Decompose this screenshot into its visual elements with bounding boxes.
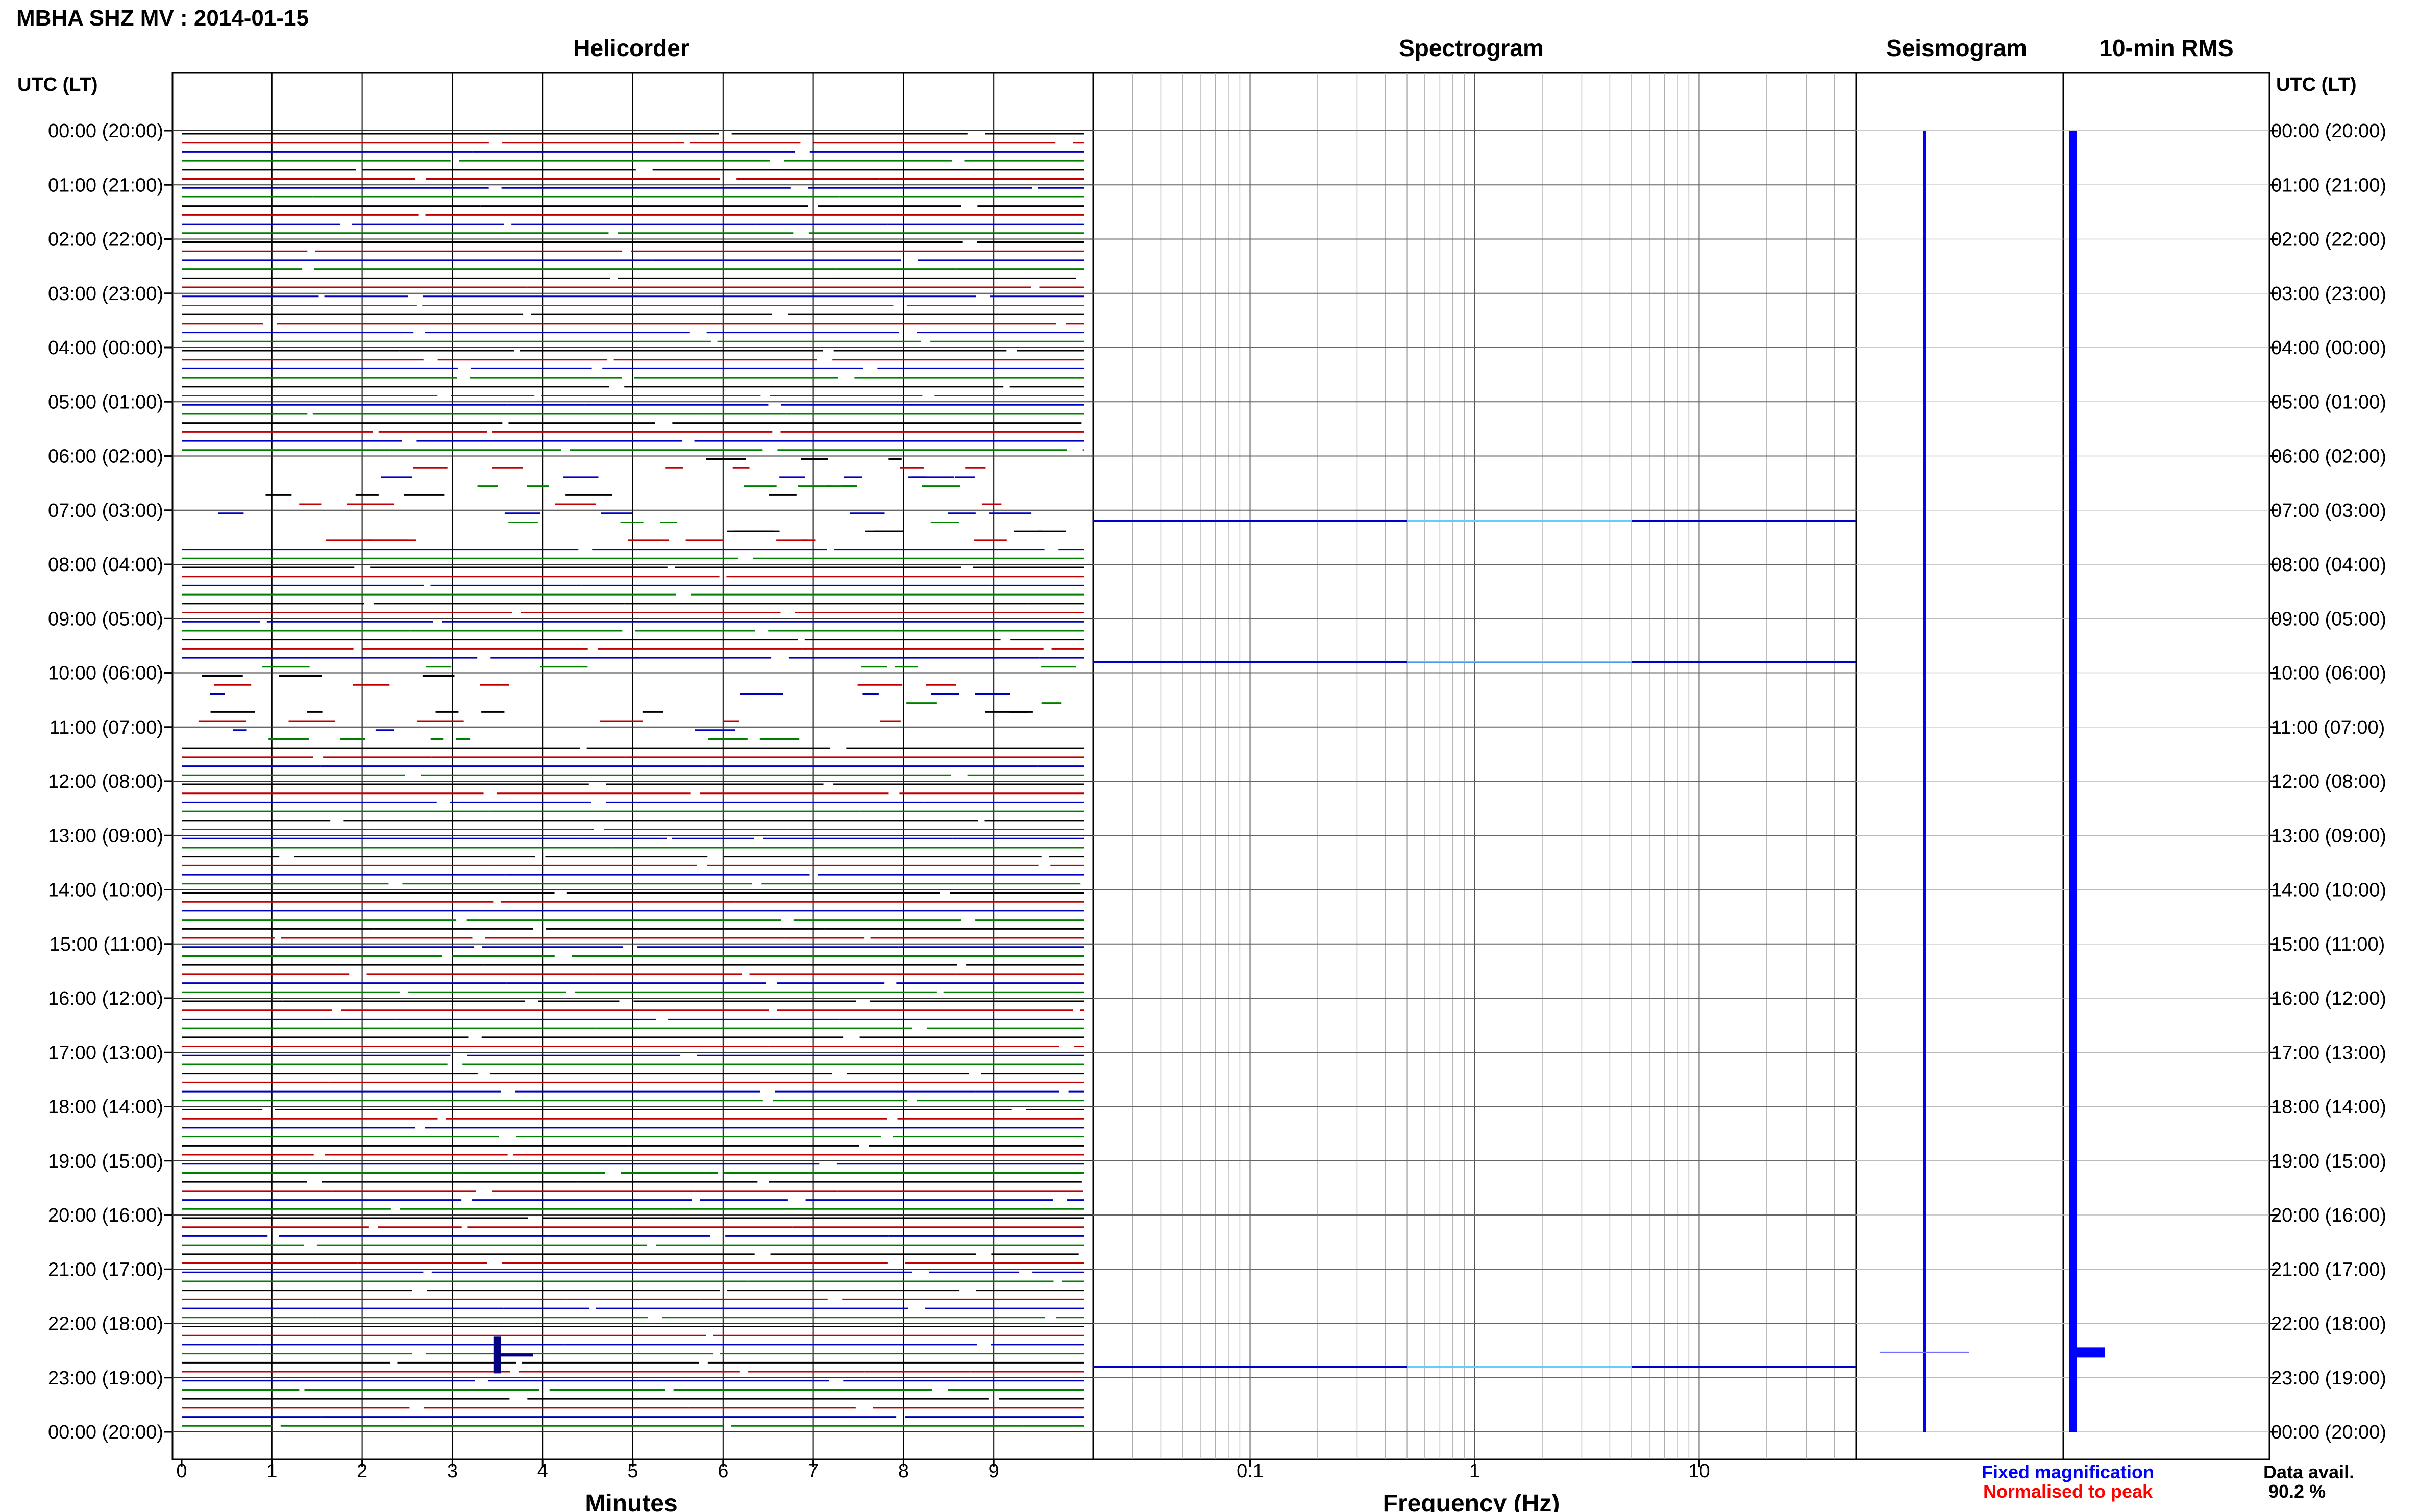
right-time-tick-label: 16:00 (12:00)	[2271, 988, 2386, 1009]
minute-tick-label: 9	[989, 1460, 999, 1482]
minute-tick-label: 2	[357, 1460, 367, 1482]
left-time-tick-label: 13:00 (09:00)	[48, 825, 163, 847]
rms-baseline-bar	[2069, 131, 2077, 1432]
seismogram-title: Seismogram	[1886, 35, 2027, 61]
left-time-tick-label: 06:00 (02:00)	[48, 446, 163, 467]
minute-tick-label: 5	[627, 1460, 638, 1482]
left-time-tick-label: 16:00 (12:00)	[48, 988, 163, 1009]
rms-title: 10-min RMS	[2099, 35, 2233, 61]
freq-tick-label: 10	[1688, 1460, 1710, 1482]
right-time-tick-label: 15:00 (11:00)	[2271, 934, 2385, 955]
left-time-tick-label: 09:00 (05:00)	[48, 608, 163, 630]
freq-tick-label: 1	[1469, 1460, 1480, 1482]
right-time-tick-label: 10:00 (06:00)	[2271, 663, 2386, 684]
left-time-tick-label: 17:00 (13:00)	[48, 1042, 163, 1063]
left-time-tick-label: 12:00 (08:00)	[48, 771, 163, 792]
minute-tick-label: 6	[718, 1460, 728, 1482]
spectrogram-x-label: Frequency (Hz)	[1383, 1490, 1560, 1512]
left-time-tick-label: 22:00 (18:00)	[48, 1313, 163, 1335]
left-time-tick-label: 01:00 (21:00)	[48, 175, 163, 196]
left-time-tick-label: 15:00 (11:00)	[50, 934, 163, 955]
freq-tick-label: 0.1	[1237, 1460, 1264, 1482]
legend-fixed-magnification: Fixed magnification	[1982, 1461, 2154, 1482]
minute-tick-label: 8	[898, 1460, 909, 1482]
helicorder-x-label: Minutes	[585, 1490, 677, 1512]
left-time-tick-labels: 00:00 (20:00) 01:00 (21:00) 02:00 (22:00) 0…	[48, 120, 163, 1443]
right-time-tick-label: 05:00 (01:00)	[2271, 391, 2386, 413]
right-time-tick-label: 00:00 (20:00)	[2271, 1422, 2386, 1443]
right-time-tick-label: 07:00 (03:00)	[2271, 500, 2386, 522]
data-availability-value: 90.2 %	[2268, 1481, 2326, 1502]
minute-tick-label: 0	[176, 1460, 187, 1482]
right-time-tick-label: 12:00 (08:00)	[2271, 771, 2386, 792]
minute-tick-label: 1	[266, 1460, 277, 1482]
right-time-axis-header: UTC (LT)	[2276, 74, 2357, 95]
left-time-tick-label: 14:00 (10:00)	[48, 880, 163, 901]
right-time-tick-label: 03:00 (23:00)	[2271, 283, 2386, 305]
left-time-tick-label: 19:00 (15:00)	[48, 1151, 163, 1172]
spectrogram-title: Spectrogram	[1399, 35, 1544, 61]
right-time-tick-label: 02:00 (22:00)	[2271, 229, 2386, 251]
left-time-tick-label: 07:00 (03:00)	[48, 500, 163, 522]
station-title: MBHA SHZ MV : 2014-01-15	[16, 6, 309, 31]
minute-tick-label: 7	[808, 1460, 819, 1482]
rms-frame	[2062, 72, 2270, 1460]
right-time-tick-label: 01:00 (21:00)	[2271, 175, 2386, 196]
left-time-tick-label: 04:00 (00:00)	[48, 337, 163, 359]
left-time-tick-label: 11:00 (07:00)	[50, 717, 163, 738]
left-time-tick-label: 00:00 (20:00)	[48, 120, 163, 142]
plot-area	[164, 72, 2278, 1460]
right-time-tick-label: 18:00 (14:00)	[2271, 1097, 2386, 1118]
data-availability-label: Data avail.	[2263, 1461, 2354, 1482]
minute-tick-label: 3	[447, 1460, 458, 1482]
left-time-tick-label: 20:00 (16:00)	[48, 1205, 163, 1226]
spectrogram-grid	[1132, 73, 1835, 1459]
right-time-tick-label: 09:00 (05:00)	[2271, 608, 2386, 630]
left-time-tick-label: 10:00 (06:00)	[48, 663, 163, 684]
left-time-tick-label: 02:00 (22:00)	[48, 229, 163, 251]
right-time-tick-label: 13:00 (09:00)	[2271, 825, 2386, 847]
right-time-tick-label: 19:00 (15:00)	[2271, 1151, 2386, 1172]
helicorder-traces	[182, 133, 1084, 1427]
right-time-tick-label: 14:00 (10:00)	[2271, 880, 2386, 901]
right-time-tick-label: 20:00 (16:00)	[2271, 1205, 2386, 1226]
rms-peak-bar	[2069, 1347, 2105, 1358]
right-time-tick-label: 04:00 (00:00)	[2271, 337, 2386, 359]
left-time-axis-header: UTC (LT)	[17, 74, 98, 95]
right-time-tick-label: 22:00 (18:00)	[2271, 1313, 2386, 1335]
right-time-tick-labels: 00:00 (20:00) 01:00 (21:00) 02:00 (22:00) 0…	[2271, 120, 2386, 1443]
helicorder-event	[493, 1336, 533, 1374]
left-time-tick-label: 03:00 (23:00)	[48, 283, 163, 305]
left-time-tick-label: 18:00 (14:00)	[48, 1097, 163, 1118]
left-time-tick-label: 05:00 (01:00)	[48, 391, 163, 413]
right-time-tick-label: 00:00 (20:00)	[2271, 120, 2386, 142]
minute-tick-label: 4	[537, 1460, 548, 1482]
left-time-tick-label: 23:00 (19:00)	[48, 1368, 163, 1389]
left-time-tick-label: 00:00 (20:00)	[48, 1422, 163, 1443]
right-time-tick-label: 08:00 (04:00)	[2271, 554, 2386, 576]
right-time-tick-label: 11:00 (07:00)	[2271, 717, 2385, 738]
seismogram-frame	[1855, 72, 2064, 1460]
left-time-tick-label: 21:00 (17:00)	[48, 1259, 163, 1280]
right-time-tick-label: 17:00 (13:00)	[2271, 1042, 2386, 1063]
legend-normalised-to-peak: Normalised to peak	[1983, 1481, 2153, 1502]
right-time-tick-label: 06:00 (02:00)	[2271, 446, 2386, 467]
helicorder-title: Helicorder	[573, 35, 689, 61]
right-time-tick-label: 23:00 (19:00)	[2271, 1368, 2386, 1389]
right-time-tick-label: 21:00 (17:00)	[2271, 1259, 2386, 1280]
left-time-tick-label: 08:00 (04:00)	[48, 554, 163, 576]
bottom-tick-labels: 0 1 2 3 4 5 6 7 8 9 0.1 1 10	[176, 1459, 1710, 1482]
